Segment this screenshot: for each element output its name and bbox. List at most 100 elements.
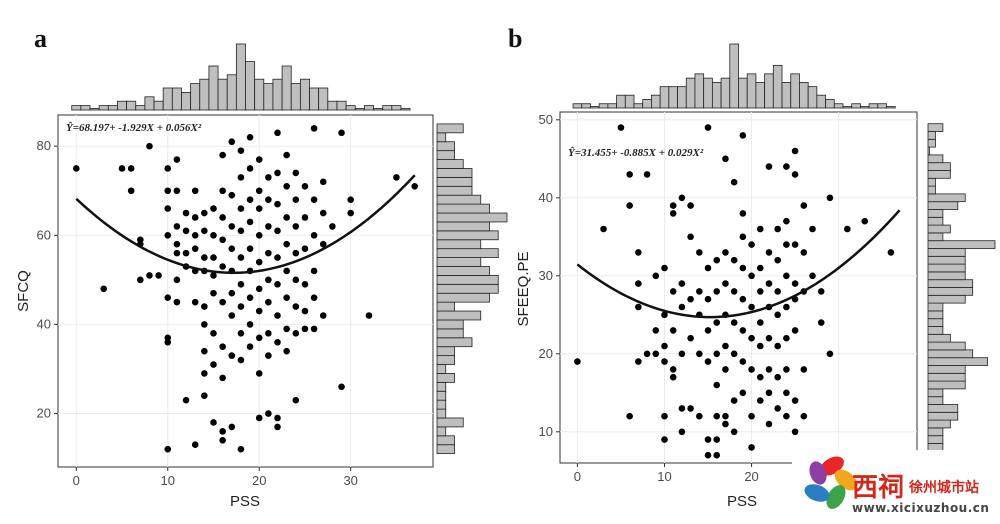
y-histogram-bar xyxy=(436,408,447,419)
data-point xyxy=(201,370,208,377)
data-point xyxy=(100,285,108,293)
data-point xyxy=(319,312,327,319)
data-point xyxy=(255,307,263,315)
x-histogram-bar xyxy=(598,103,609,109)
y-histogram-bar xyxy=(436,150,455,160)
data-point xyxy=(274,254,281,261)
data-point xyxy=(219,236,226,244)
y-histogram-bar xyxy=(436,399,447,410)
data-point xyxy=(635,280,642,287)
y-histogram-bar xyxy=(927,123,944,132)
data-point xyxy=(338,129,345,137)
y-histogram-bar xyxy=(436,159,464,169)
data-point xyxy=(626,412,633,420)
x-histogram-bar xyxy=(245,61,256,111)
y-histogram-bar xyxy=(436,283,499,294)
x-histogram-bar xyxy=(703,77,713,109)
data-point xyxy=(283,325,290,333)
data-point xyxy=(146,142,153,150)
x-histogram-bar xyxy=(318,87,329,111)
x-histogram-bar xyxy=(642,99,652,109)
data-point xyxy=(713,451,721,459)
panel-a-x-histogram xyxy=(71,43,411,111)
data-point xyxy=(739,327,747,334)
data-point xyxy=(783,389,790,397)
data-point xyxy=(669,288,677,295)
data-point xyxy=(635,303,642,311)
x-histogram-bar xyxy=(581,103,591,109)
y-histogram-bar xyxy=(436,257,482,267)
data-point xyxy=(774,373,781,381)
data-point xyxy=(748,334,755,342)
y-histogram-bar xyxy=(927,310,944,320)
data-point xyxy=(739,389,747,397)
data-point xyxy=(713,350,721,358)
data-point xyxy=(739,295,747,303)
data-point xyxy=(783,217,790,225)
data-point xyxy=(219,428,226,435)
x-histogram-bar xyxy=(816,94,826,109)
watermark-logo: 西祠 徐州城市站 www.xicixuzhou.cn xyxy=(792,450,1000,519)
panel-a-y-histogram xyxy=(436,123,508,455)
x-histogram-bar xyxy=(851,103,861,109)
data-point xyxy=(748,444,755,451)
x-histogram-bar xyxy=(799,82,809,109)
y-histogram-bar xyxy=(436,310,482,321)
y-histogram-bar xyxy=(927,365,966,374)
x-histogram-bar xyxy=(842,106,853,109)
data-point xyxy=(274,338,281,346)
y-histogram-bar xyxy=(436,337,473,348)
panel-b: b Ŷ=31.455+ -0.885X + 0.029X² 0 10 20 30 10 2… xyxy=(508,24,996,510)
data-point xyxy=(635,358,642,365)
data-point xyxy=(173,276,181,284)
x-histogram-bar xyxy=(764,73,774,109)
y-histogram-bar xyxy=(927,193,966,203)
y-histogram-bar xyxy=(927,294,966,304)
x-histogram-bar xyxy=(217,78,228,111)
data-point xyxy=(201,321,208,328)
panel-b-fit-curve xyxy=(576,209,901,319)
y-histogram-bar xyxy=(927,154,944,164)
data-point xyxy=(182,249,190,257)
y-histogram-bar xyxy=(927,162,951,171)
data-point xyxy=(704,295,712,303)
data-point xyxy=(219,214,226,221)
data-point xyxy=(826,350,834,358)
x-histogram-bar xyxy=(199,78,210,111)
data-point xyxy=(791,171,799,178)
x-histogram-bar xyxy=(281,65,292,111)
panel-a-fit-curve xyxy=(75,174,416,275)
data-point xyxy=(310,125,318,132)
data-point xyxy=(696,412,703,420)
y-tick-label: 50 xyxy=(539,112,553,127)
data-point xyxy=(292,169,300,177)
data-point xyxy=(669,366,677,373)
data-point xyxy=(283,240,290,248)
panel-b-plot-frame xyxy=(559,111,918,464)
data-point xyxy=(643,171,651,178)
data-point xyxy=(393,174,400,181)
data-point xyxy=(748,412,755,420)
data-point xyxy=(191,187,199,195)
data-point xyxy=(696,350,703,358)
x-histogram-bar xyxy=(868,103,879,109)
data-point xyxy=(182,396,190,404)
data-point xyxy=(164,294,172,301)
y-histogram-bar xyxy=(436,194,482,205)
x-histogram-bar xyxy=(107,105,118,111)
data-point xyxy=(678,405,686,412)
data-point xyxy=(722,155,729,163)
data-point xyxy=(669,202,677,209)
data-point xyxy=(255,187,263,195)
x-histogram-bar xyxy=(755,82,766,109)
data-point xyxy=(173,249,181,257)
y-histogram-bar xyxy=(927,209,944,218)
data-point xyxy=(626,171,633,178)
data-point xyxy=(783,272,790,280)
data-point xyxy=(783,241,790,248)
x-histogram-bar xyxy=(336,100,347,111)
data-point xyxy=(292,223,300,230)
data-point xyxy=(219,343,226,350)
watermark-url: www.xicixuzhou.cn xyxy=(852,501,989,515)
data-point xyxy=(173,298,181,306)
